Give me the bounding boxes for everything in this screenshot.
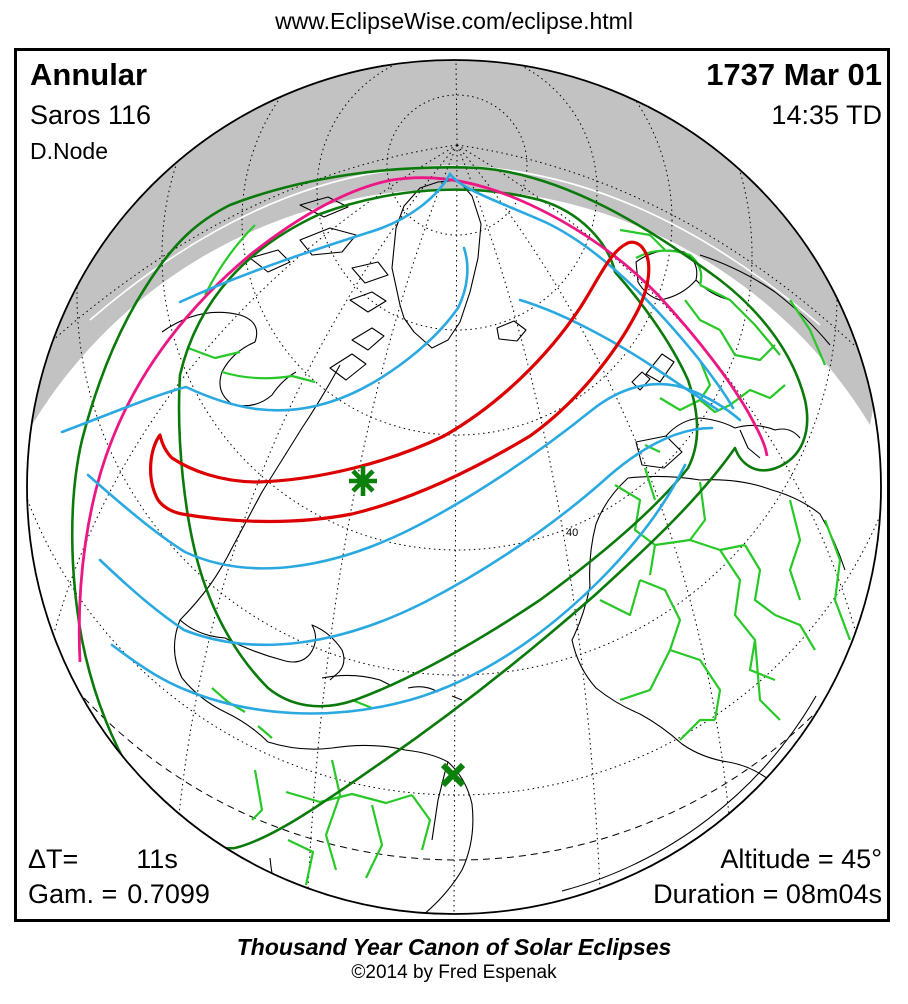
coast-arctic-islands (249, 196, 389, 313)
eclipse-time: 14:35 TD (771, 100, 882, 130)
limb-inner-arc (561, 695, 817, 892)
graticule-label-40: 40 (566, 527, 578, 539)
globe-limb (26, 59, 882, 915)
rise-set-curve-magenta (77, 176, 769, 663)
duration-label: Duration = 08m04s (653, 879, 882, 909)
gamma-label: Gam. = (28, 879, 118, 909)
time-contour (86, 382, 742, 570)
delta-t-label: ΔT= (28, 844, 79, 874)
saros-label: Saros 116 (30, 100, 152, 130)
coast-south-america (267, 741, 474, 914)
gamma-row: Gam. = 0.7099 (28, 879, 210, 910)
meridian (178, 144, 458, 816)
map-frame (14, 48, 890, 922)
copyright: ©2014 by Fred Espenak (351, 962, 557, 983)
meridian (456, 144, 601, 890)
node-label: D.Node (30, 138, 108, 164)
x-marker (440, 762, 466, 788)
coast-newfoundland (329, 327, 385, 381)
page-url-header: www.EclipseWise.com/eclipse.html (275, 8, 633, 34)
penumbral-limit-inner (177, 188, 699, 708)
time-contour (178, 171, 735, 410)
gamma-value: 0.7099 (127, 879, 210, 909)
borders-africa (599, 467, 852, 741)
altitude-label: Altitude = 45° (720, 844, 882, 874)
meridian (453, 144, 458, 914)
penumbral-limit-curves (70, 166, 809, 850)
coast-iceland (496, 320, 527, 342)
borders-south-america (251, 759, 432, 886)
meridian (455, 60, 458, 146)
parallel (316, 60, 598, 331)
eclipse-type-label: Annular (30, 57, 148, 92)
eclipse-date: 1737 Mar 01 (706, 57, 882, 92)
time-contours (60, 171, 742, 715)
parallel (241, 60, 673, 436)
coast-europe-med (665, 417, 801, 459)
canon-title: Thousand Year Canon of Solar Eclipses (236, 934, 672, 960)
time-contour (110, 463, 687, 715)
coast-iberia (635, 435, 683, 469)
globe-ocean (27, 60, 881, 914)
parallel (386, 94, 528, 236)
eclipse-globe-map: 40 (26, 59, 882, 915)
time-contour (518, 298, 720, 412)
coast-russia-north (699, 254, 831, 346)
time-contour (60, 246, 469, 434)
borders-north-america (187, 224, 373, 739)
meridian (51, 144, 458, 342)
borders-scandinavia-russia (619, 228, 827, 366)
delta-t-row: ΔT= 11s (28, 844, 178, 875)
borders-europe (644, 299, 786, 453)
annular-path-limits (149, 240, 651, 524)
marker-center (357, 475, 369, 487)
delta-t-value: 11s (136, 844, 178, 874)
parallel (161, 60, 753, 551)
x-stroke (440, 762, 466, 788)
country-borders (187, 224, 852, 886)
time-contour (98, 426, 714, 647)
greatest-eclipse-marker (349, 466, 377, 496)
penumbral-limit-outer (70, 166, 809, 850)
coast-na-gulf-mexico (173, 619, 269, 743)
coast-na-east (179, 364, 345, 681)
meridian (307, 144, 458, 890)
